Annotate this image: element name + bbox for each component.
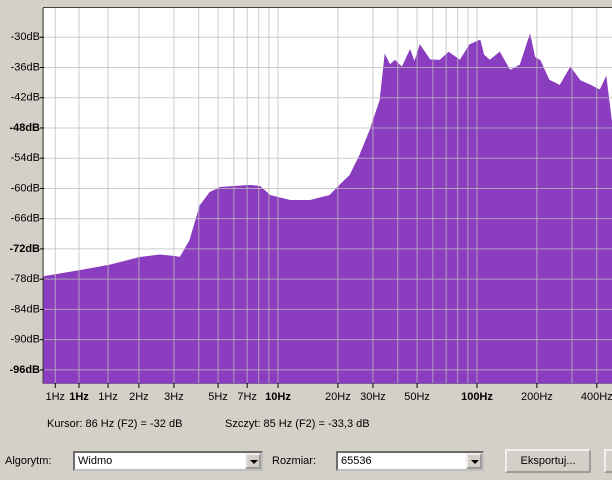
x-tick-label: 7Hz <box>237 391 257 403</box>
x-tick-label: 400Hz <box>581 391 612 403</box>
spectrum-chart: 1Hz 1Hz 1Hz 2Hz 3Hz 5Hz 7Hz 10Hz 20Hz 30Hz 50Hz 100… <box>9 7 612 403</box>
algorithm-combo[interactable]: Widmo <box>73 451 263 471</box>
dropdown-arrow[interactable] <box>466 453 482 469</box>
y-tick-label: -72dB <box>9 243 40 255</box>
y-tick-label: -66dB <box>11 213 40 225</box>
x-tick-label: 100Hz <box>461 391 493 403</box>
size-combo[interactable]: 65536 <box>336 451 484 471</box>
x-tick-label: 5Hz <box>208 391 228 403</box>
size-label: Rozmiar: <box>272 455 317 467</box>
size-value: 65536 <box>341 455 372 467</box>
x-tick-label: 1Hz <box>45 391 65 403</box>
cursor-info: Kursor: 86 Hz (F2) = -32 dB <box>47 418 183 430</box>
x-tick-label: 3Hz <box>164 391 184 403</box>
y-tick-label: -60dB <box>11 182 40 194</box>
y-tick-label: -96dB <box>9 364 40 376</box>
x-tick-label: 30Hz <box>360 391 386 403</box>
spectrum-area <box>43 33 612 384</box>
x-tick-label: 20Hz <box>325 391 351 403</box>
dropdown-arrow[interactable] <box>245 453 261 469</box>
y-tick-label: -78dB <box>11 273 40 285</box>
y-tick-label: -54dB <box>11 152 40 164</box>
x-tick-label: 1Hz <box>98 391 118 403</box>
algorithm-value: Widmo <box>78 455 113 467</box>
x-tick-label: 2Hz <box>129 391 149 403</box>
x-tick-label: 50Hz <box>404 391 430 403</box>
peak-info: Szczyt: 85 Hz (F2) = -33,3 dB <box>225 418 370 430</box>
x-tick-label: 1Hz <box>69 391 89 403</box>
export-button[interactable]: Eksportuj... <box>505 449 591 473</box>
y-tick-label: -84dB <box>11 303 40 315</box>
y-tick-label: -48dB <box>9 122 40 134</box>
button[interactable] <box>604 449 612 473</box>
y-tick-label: -42dB <box>11 92 40 104</box>
y-tick-label: -90dB <box>11 334 40 346</box>
x-tick-label: 10Hz <box>265 391 291 403</box>
x-tick-label: 200Hz <box>521 391 553 403</box>
y-tick-label: -36dB <box>11 61 40 73</box>
y-tick-label: -30dB <box>11 31 40 43</box>
algorithm-label: Algorytm: <box>5 455 52 467</box>
